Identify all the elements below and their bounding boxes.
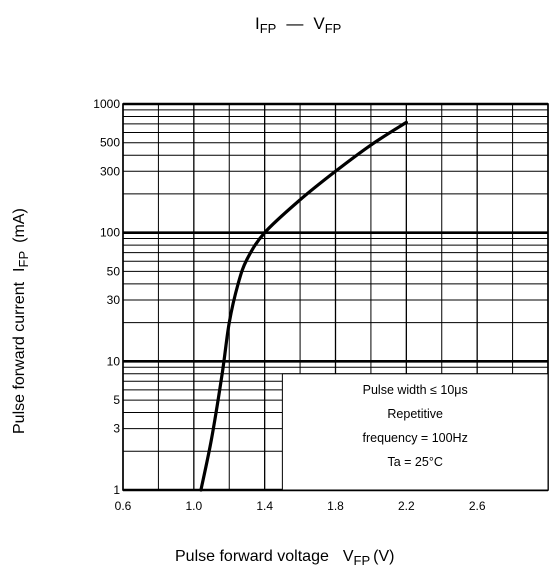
- tick-labels: 0.6 1.0 1.4 1.8 2.2 2.6 1 3 5 10 30 50 100 300 500 1000: [93, 97, 486, 513]
- annotation-line: frequency = 100Hz: [363, 431, 468, 445]
- x-tick-label: 1.8: [327, 499, 344, 513]
- annotation-line: Ta = 25°C: [387, 455, 442, 469]
- y-tick-label: 500: [100, 136, 120, 150]
- y-tick-label: 100: [100, 226, 120, 240]
- annotation-line: Repetitive: [387, 407, 443, 421]
- series-line: [199, 120, 408, 492]
- annotation-line: Pulse width ≤ 10μs: [363, 383, 468, 397]
- y-tick-label: 300: [100, 164, 120, 178]
- data-series: [199, 120, 408, 492]
- y-tick-label: 3: [113, 422, 120, 436]
- x-tick-label: 1.4: [256, 499, 273, 513]
- y-tick-label: 30: [107, 293, 121, 307]
- x-axis-label: Pulse forward voltage VFP (V): [175, 548, 394, 568]
- y-tick-label: 10: [107, 354, 121, 368]
- y-tick-label: 1000: [93, 97, 120, 111]
- x-tick-label: 2.6: [469, 499, 486, 513]
- y-tick-label: 5: [113, 393, 120, 407]
- x-tick-label: 1.0: [185, 499, 202, 513]
- x-tick-label: 0.6: [115, 499, 132, 513]
- y-tick-label: 1: [113, 483, 120, 497]
- y-tick-label: 50: [107, 264, 121, 278]
- x-tick-label: 2.2: [398, 499, 415, 513]
- chart-title: IFP — VFP: [255, 14, 341, 36]
- annotation-box: Pulse width ≤ 10μs Repetitive frequency = …: [281, 373, 549, 491]
- y-axis-label: Pulse forward currentIFP(mA): [11, 208, 31, 434]
- annotation-background: [281, 373, 549, 491]
